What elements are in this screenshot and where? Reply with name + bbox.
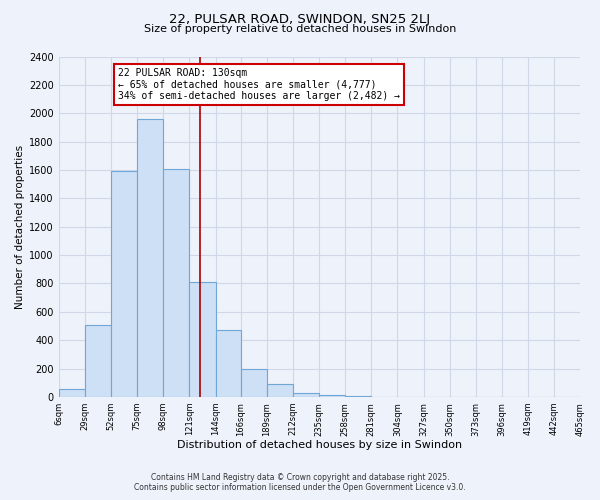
Bar — [345, 396, 371, 397]
Bar — [215, 330, 241, 397]
Bar — [293, 392, 319, 397]
Bar — [319, 395, 345, 397]
Bar — [190, 282, 215, 397]
Bar — [137, 119, 163, 397]
Bar — [267, 384, 293, 397]
Bar — [163, 168, 190, 397]
Y-axis label: Number of detached properties: Number of detached properties — [15, 144, 25, 309]
Text: Size of property relative to detached houses in Swindon: Size of property relative to detached ho… — [144, 24, 456, 34]
Text: Contains HM Land Registry data © Crown copyright and database right 2025.
Contai: Contains HM Land Registry data © Crown c… — [134, 473, 466, 492]
Bar — [85, 324, 111, 397]
Bar — [111, 172, 137, 397]
Bar — [241, 370, 267, 397]
X-axis label: Distribution of detached houses by size in Swindon: Distribution of detached houses by size … — [177, 440, 462, 450]
Bar — [59, 389, 85, 397]
Text: 22, PULSAR ROAD, SWINDON, SN25 2LJ: 22, PULSAR ROAD, SWINDON, SN25 2LJ — [169, 12, 431, 26]
Text: 22 PULSAR ROAD: 130sqm
← 65% of detached houses are smaller (4,777)
34% of semi-: 22 PULSAR ROAD: 130sqm ← 65% of detached… — [118, 68, 400, 101]
